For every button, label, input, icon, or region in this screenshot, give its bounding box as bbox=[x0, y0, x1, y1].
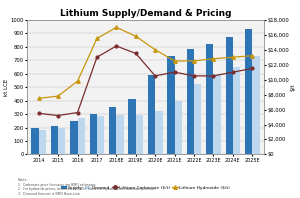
Legend: Supply, Demand, Lithium Carbonate ($/t), Lithium Hydroxide ($/t): Supply, Demand, Lithium Carbonate ($/t),… bbox=[61, 186, 230, 190]
Bar bbox=[214, 74, 221, 154]
Y-axis label: kt LCE: kt LCE bbox=[4, 78, 9, 96]
Bar bbox=[51, 126, 58, 154]
Bar bbox=[187, 50, 194, 154]
Bar bbox=[167, 56, 175, 154]
Bar bbox=[128, 99, 136, 154]
Bar bbox=[70, 121, 77, 154]
Bar bbox=[97, 116, 104, 154]
Bar bbox=[77, 118, 85, 154]
Bar bbox=[226, 37, 233, 154]
Bar bbox=[175, 101, 182, 154]
Title: Lithium Supply/Demand & Pricing: Lithium Supply/Demand & Pricing bbox=[60, 9, 231, 18]
Bar bbox=[39, 129, 46, 154]
Y-axis label: $/t: $/t bbox=[291, 83, 296, 91]
Text: Notes:
1.  Carbonate price forecasts are BMO estimates
2.  For hydroxide prices,: Notes: 1. Carbonate price forecasts are … bbox=[18, 178, 155, 196]
Bar bbox=[206, 44, 214, 154]
Bar bbox=[109, 107, 116, 154]
Bar bbox=[136, 115, 143, 154]
Bar bbox=[90, 114, 97, 154]
Bar bbox=[233, 67, 240, 154]
Bar bbox=[116, 115, 124, 154]
Bar bbox=[194, 84, 201, 154]
Bar bbox=[245, 29, 252, 154]
Bar bbox=[58, 128, 65, 154]
Bar bbox=[155, 111, 163, 154]
Bar bbox=[148, 75, 155, 154]
Bar bbox=[252, 56, 260, 154]
Bar bbox=[31, 128, 39, 154]
